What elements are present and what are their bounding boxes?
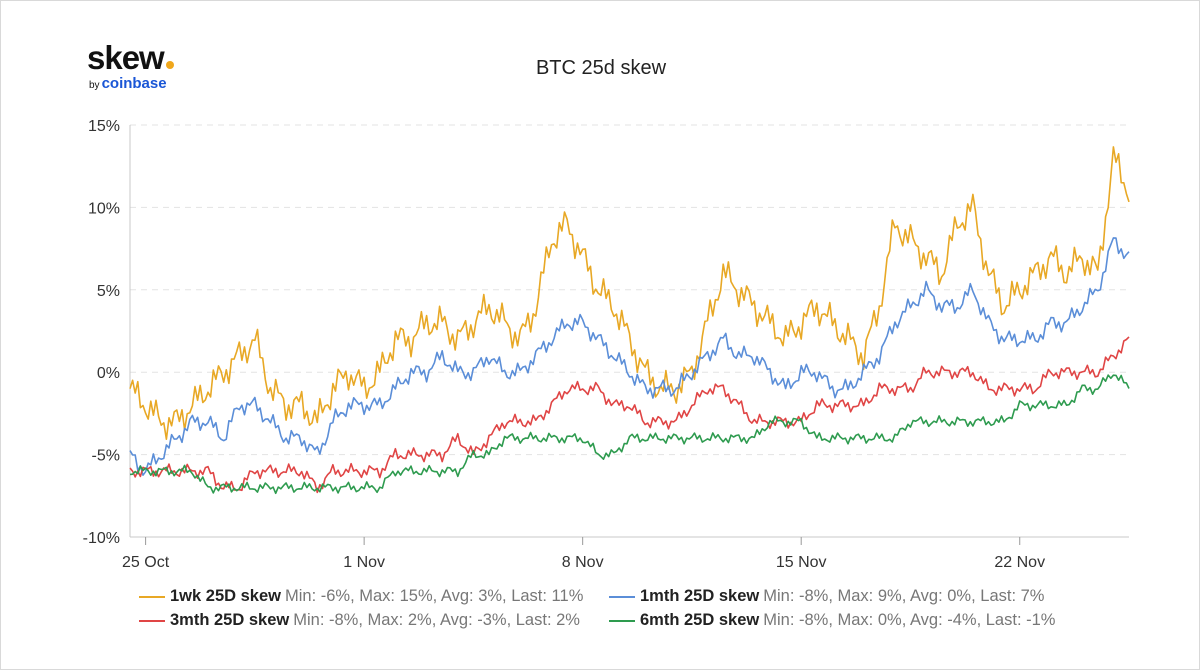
skew-logo: skew by coinbase	[87, 41, 174, 92]
x-tick-label: 8 Nov	[562, 554, 604, 571]
legend-item-1mth[interactable]: 1mth 25D skew Min: -8%, Max: 9%, Avg: 0%…	[609, 587, 1044, 606]
legend-series-stats: Min: -8%, Max: 0%, Avg: -4%, Last: -1%	[763, 611, 1056, 629]
line-chart: 15% 10% 5% 0% -5% -10%25 Oct 1 Nov 8 Nov 15 Nov 2…	[83, 118, 1130, 571]
legend-series-name: 1mth 25D skew	[640, 587, 760, 605]
y-tick-label: 0%	[97, 365, 120, 382]
logo-dot-icon	[165, 61, 174, 69]
legend-swatch	[139, 619, 165, 622]
legend-swatch	[609, 595, 635, 598]
series-line-3	[129, 374, 1130, 495]
series-lines	[129, 146, 1130, 495]
legend-item-6mth[interactable]: 6mth 25D skew Min: -8%, Max: 0%, Avg: -4…	[609, 611, 1055, 630]
series-line-1	[129, 237, 1130, 477]
legend: 1wk 25D skew Min: -6%, Max: 15%, Avg: 3%…	[139, 587, 1139, 635]
legend-series-stats: Min: -8%, Max: 9%, Avg: 0%, Last: 7%	[763, 587, 1045, 605]
legend-swatch	[139, 595, 165, 598]
logo-brand: coinbase	[101, 75, 167, 92]
x-tick-label: 25 Oct	[122, 554, 170, 571]
grid-lines	[130, 124, 1129, 456]
series-line-0	[129, 146, 1130, 441]
y-tick-label: 5%	[97, 283, 120, 300]
legend-item-3mth[interactable]: 3mth 25D skew Min: -8%, Max: 2%, Avg: -3…	[139, 611, 580, 630]
x-tick-label: 15 Nov	[776, 554, 827, 571]
legend-series-name: 1wk 25D skew	[170, 587, 281, 605]
legend-swatch	[609, 619, 635, 622]
chart-title: BTC 25d skew	[535, 57, 667, 79]
x-tick-label: 22 Nov	[994, 554, 1045, 571]
tick-labels: 15% 10% 5% 0% -5% -10%25 Oct 1 Nov 8 Nov 15 Nov 2…	[83, 118, 1045, 571]
legend-item-1wk[interactable]: 1wk 25D skew Min: -6%, Max: 15%, Avg: 3%…	[139, 587, 583, 606]
y-tick-label: 15%	[88, 118, 120, 135]
series-line-2	[129, 336, 1130, 494]
legend-series-stats: Min: -6%, Max: 15%, Avg: 3%, Last: 11%	[285, 587, 584, 605]
x-tick-label: 1 Nov	[343, 554, 385, 571]
legend-series-name: 6mth 25D skew	[640, 611, 760, 629]
y-tick-label: -10%	[83, 530, 120, 547]
legend-series-name: 3mth 25D skew	[170, 611, 290, 629]
logo-word: skew	[87, 39, 165, 76]
y-tick-label: -5%	[92, 448, 120, 465]
logo-by: by	[89, 80, 100, 91]
legend-series-stats: Min: -8%, Max: 2%, Avg: -3%, Last: 2%	[293, 611, 580, 629]
y-tick-label: 10%	[88, 200, 120, 217]
